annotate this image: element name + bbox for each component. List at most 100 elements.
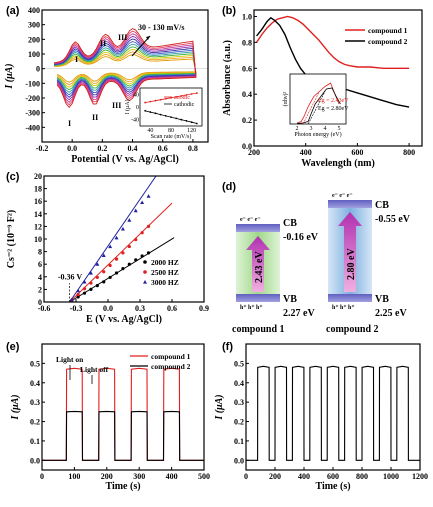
c-point-s2 <box>114 257 119 261</box>
c-point-s3 <box>69 297 74 302</box>
c-fit-line-2 <box>69 202 173 303</box>
a-peak-label: I <box>68 119 71 128</box>
b-inset-fit-1 <box>302 91 320 125</box>
compound1-vb-band <box>236 294 280 302</box>
f-ytick-label: 0.1 <box>234 437 244 446</box>
a-inset-legend-cathodic: cathodic <box>174 102 195 108</box>
a-xtick-label: 0.8 <box>188 144 198 153</box>
compound1-excitation-arrow <box>246 236 270 292</box>
e-ytick-label: 0.2 <box>30 418 40 427</box>
a-inset-anodic-point <box>159 98 162 101</box>
a-inset-anodic-point <box>144 101 147 104</box>
b-ytick-label: 0.2 <box>242 116 252 125</box>
b-ytick-label: 0.0 <box>242 142 252 151</box>
a-ytick-label: 200 <box>28 35 40 44</box>
e-xtick-label: 400 <box>166 472 178 481</box>
f-series-line-1 <box>246 365 420 461</box>
a-inset-xtick-label: 40 <box>147 128 153 134</box>
a-peak-label: II <box>100 39 106 48</box>
e-plot-frame <box>41 343 205 471</box>
b-ytick-label: 0.4 <box>242 90 252 99</box>
c-ytick-label: 16 <box>34 197 42 206</box>
panel-d: (d) e⁻ e⁻ e⁻ h⁺ h⁺ h⁺ CB -0.16 eV VB 2.2… <box>222 181 411 335</box>
a-peak-label: III <box>112 101 121 110</box>
compound2-vb-label: VB <box>375 294 389 305</box>
b-legend-label-1: compound 1 <box>368 26 408 35</box>
b-xtick-label: 800 <box>403 148 415 157</box>
b-inset-xtick-label: 4 <box>324 126 327 132</box>
a-xtick-label: 0.4 <box>128 144 138 153</box>
e-ytick-label: 0.1 <box>30 437 40 446</box>
b-xtick-label: 600 <box>351 148 363 157</box>
c-point-s1 <box>108 275 112 280</box>
a-ytick-label: -300 <box>25 109 40 118</box>
c-xtick-label: 0.9 <box>199 304 209 313</box>
f-xtick-label: 200 <box>269 472 281 481</box>
e-xtick-label: 0 <box>40 472 44 481</box>
f-ytick-label: 0.5 <box>234 359 244 368</box>
e-xtick-label: 200 <box>101 472 113 481</box>
a-ytick-label: 100 <box>28 50 40 59</box>
c-y-axis-title: Cs⁻² (10⁻⁹ F²) <box>6 210 17 268</box>
f-y-axis-title: I (μA) <box>214 394 225 420</box>
c-point-s2 <box>95 275 99 280</box>
c-point-s2 <box>127 244 131 249</box>
a-inset-legend-anodic: anodic <box>174 95 190 101</box>
b-inset-eg-2: Eg = 2.80eV <box>318 106 349 112</box>
a-inset-cathodic-point <box>154 112 157 115</box>
b-plot-frame <box>253 9 423 147</box>
panel-label-a: (a) <box>6 5 20 17</box>
c-xtick-label: -0.6 <box>38 304 51 313</box>
c-ytick-label: 4 <box>38 273 42 282</box>
compound2-cb-band <box>328 200 372 208</box>
c-legend-label-3: 3000 HZ <box>151 278 179 287</box>
compound2-cb-label: CB <box>375 200 389 211</box>
panel-c: (c) -0.6 -0.3 0.0 0.3 0.6 0.9 0 2 4 6 8 10 12 14 16 18 2… <box>6 171 209 325</box>
a-ytick-label: -200 <box>25 94 40 103</box>
compound1-cb-band <box>236 224 280 232</box>
a-plot-frame <box>41 9 209 143</box>
panel-label-c: (c) <box>6 171 20 183</box>
b-series-line-1 <box>256 15 410 70</box>
a-ytick-label: -100 <box>25 79 40 88</box>
f-ytick-label: 0.4 <box>234 379 244 388</box>
a-peak-label: I <box>75 55 78 64</box>
panel-b: (b) 200 400 600 800 0.0 0.2 0.4 0.6 0.8 1.0 Wavele… <box>222 5 423 169</box>
b-ytick-label: 0.6 <box>242 64 252 73</box>
c-legend-marker-3 <box>143 280 147 284</box>
c-point-s2 <box>89 281 93 285</box>
c-point-s3 <box>76 288 81 293</box>
b-inset-x-title: Photon energy (eV) <box>294 131 341 138</box>
c-xtick-label: 0.0 <box>103 304 113 313</box>
c-point-s2 <box>76 292 80 297</box>
b-inset-xtick-label: 5 <box>338 126 341 132</box>
c-fit-line-1 <box>69 237 175 303</box>
e-legend-label-1: compound 1 <box>151 352 191 361</box>
c-ytick-label: 12 <box>34 222 42 231</box>
a-inset-x-title: Scan rate (mV/s) <box>151 133 192 140</box>
c-x-axis-title: E (V vs. Ag/AgCl) <box>86 314 162 325</box>
b-ytick-label: 1.0 <box>242 12 252 21</box>
compound1-name: compound 1 <box>232 324 285 335</box>
compound2-gap-label: 2.80 eV <box>346 248 357 280</box>
a-xtick-label: 0.6 <box>158 144 168 153</box>
b-inset-xtick-label: 2 <box>296 126 299 132</box>
c-point-s2 <box>108 263 112 268</box>
f-xtick-label: 400 <box>298 472 310 481</box>
a-ytick-label: 300 <box>28 21 40 30</box>
compound1-cb-value: -0.16 eV <box>283 232 319 243</box>
a-inset-cathodic-point <box>164 114 167 117</box>
a-cv-curve-130 <box>54 28 197 109</box>
c-point-s3 <box>120 226 125 231</box>
compound2-vb-band <box>328 294 372 302</box>
c-point-s1 <box>121 267 125 271</box>
c-point-s2 <box>140 231 144 235</box>
a-xtick-label: -0.2 <box>36 144 49 153</box>
c-point-s1 <box>114 271 119 275</box>
compound1-electrons: e⁻ e⁻ e⁻ <box>240 217 261 223</box>
e-xtick-label: 500 <box>198 472 210 481</box>
a-inset-cathodic-point <box>195 122 198 125</box>
c-ytick-label: 2 <box>38 285 42 294</box>
c-point-s1 <box>140 254 144 258</box>
e-xtick-label: 300 <box>133 472 145 481</box>
